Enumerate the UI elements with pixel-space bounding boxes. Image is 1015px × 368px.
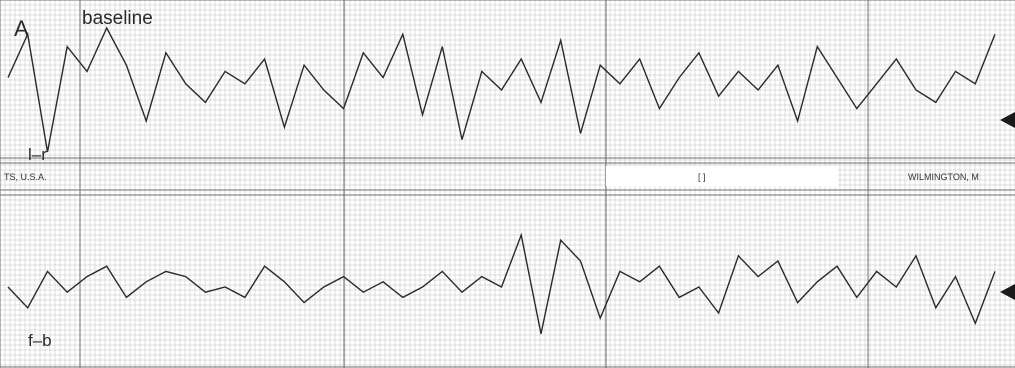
trace-label-lr: l–r xyxy=(28,145,47,164)
trace-line-fb xyxy=(7,232,996,334)
band-text-right: WILMINGTON, M xyxy=(908,172,979,182)
chart-title: baseline xyxy=(82,8,153,29)
traces xyxy=(7,26,996,334)
trace-label-fb: f–b xyxy=(28,331,52,350)
band-text-center: [ ] xyxy=(698,172,706,182)
band-text-left: TS, U.S.A. xyxy=(4,172,47,182)
arrow-marker-top xyxy=(1000,112,1015,128)
band-blank-box xyxy=(606,166,838,186)
trace-line-lr xyxy=(7,26,996,153)
label-band: TS, U.S.A. [ ] WILMINGTON, M xyxy=(4,166,979,186)
panel-letter: A xyxy=(14,16,29,41)
arrow-marker-bottom xyxy=(1000,284,1015,300)
